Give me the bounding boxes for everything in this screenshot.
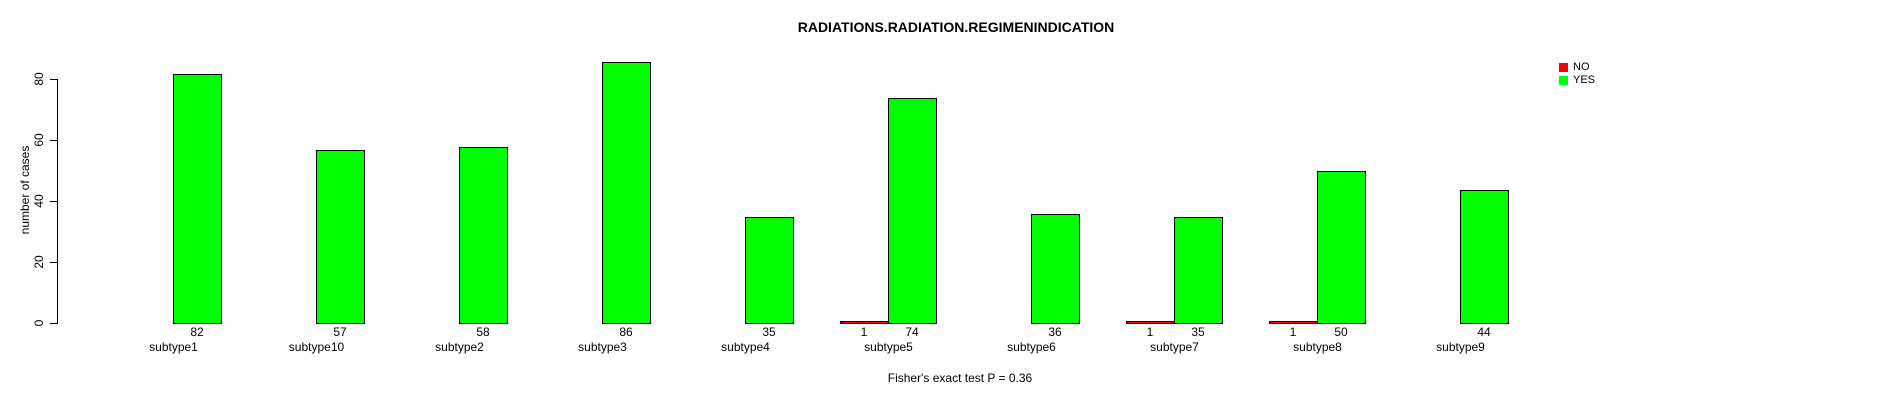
bar-value-label: 1 [860,325,868,339]
bar-no-subtype7 [1126,321,1175,324]
bar-yes-subtype3 [602,62,651,324]
x-category-label: subtype9 [1436,340,1485,354]
y-tick [50,323,57,324]
bar-value-label: 57 [333,325,347,339]
legend-item-no: NO [1559,62,1595,73]
y-tick-label: 20 [32,255,46,269]
bar-yes-subtype2 [459,147,508,324]
bar-yes-subtype4 [745,217,794,324]
bar-value-label: 35 [762,325,776,339]
legend-swatch-yes [1559,76,1568,85]
bar-yes-subtype1 [173,74,222,324]
y-tick [50,262,57,263]
x-category-label: subtype4 [721,340,770,354]
y-tick-label: 80 [32,72,46,86]
legend-label-yes: YES [1573,74,1596,86]
y-tick [50,201,57,202]
y-tick [50,79,57,80]
bar-value-label: 58 [476,325,490,339]
bar-value-label: 1 [1289,325,1297,339]
bar-value-label: 44 [1477,325,1491,339]
bar-yes-subtype6 [1031,214,1080,324]
bar-yes-subtype9 [1460,190,1509,324]
bar-value-label: 36 [1048,325,1062,339]
x-category-label: subtype1 [149,340,198,354]
x-category-label: subtype8 [1293,340,1342,354]
bar-yes-subtype8 [1317,171,1366,324]
x-category-label: subtype3 [578,340,627,354]
bar-no-subtype5 [840,321,889,324]
y-tick [50,140,57,141]
bar-value-label: 82 [190,325,204,339]
bar-value-label: 74 [905,325,919,339]
legend-swatch-no [1559,63,1568,72]
bar-value-label: 1 [1146,325,1154,339]
bar-value-label: 50 [1334,325,1348,339]
legend: NO YES [1559,62,1595,88]
bar-yes-subtype5 [888,98,937,324]
legend-label-no: NO [1573,61,1590,73]
x-category-label: subtype2 [435,340,484,354]
bar-value-label: 86 [619,325,633,339]
bar-no-subtype8 [1269,321,1318,324]
x-category-label: subtype6 [1007,340,1056,354]
x-category-label: subtype5 [864,340,913,354]
bar-yes-subtype10 [316,150,365,324]
chart-title: RADIATIONS.RADIATION.REGIMENINDICATION [797,19,1115,35]
x-category-label: subtype10 [288,340,345,354]
y-tick-label: 60 [32,133,46,147]
y-tick-label: 40 [32,194,46,208]
fisher-test-caption: Fisher's exact test P = 0.36 [887,371,1033,385]
legend-item-yes: YES [1559,75,1595,86]
y-axis [57,79,58,324]
bar-yes-subtype7 [1174,217,1223,324]
x-category-label: subtype7 [1150,340,1199,354]
bar-value-label: 35 [1191,325,1205,339]
y-tick-label: 0 [32,319,46,327]
y-axis-label: number of cases [18,145,32,235]
